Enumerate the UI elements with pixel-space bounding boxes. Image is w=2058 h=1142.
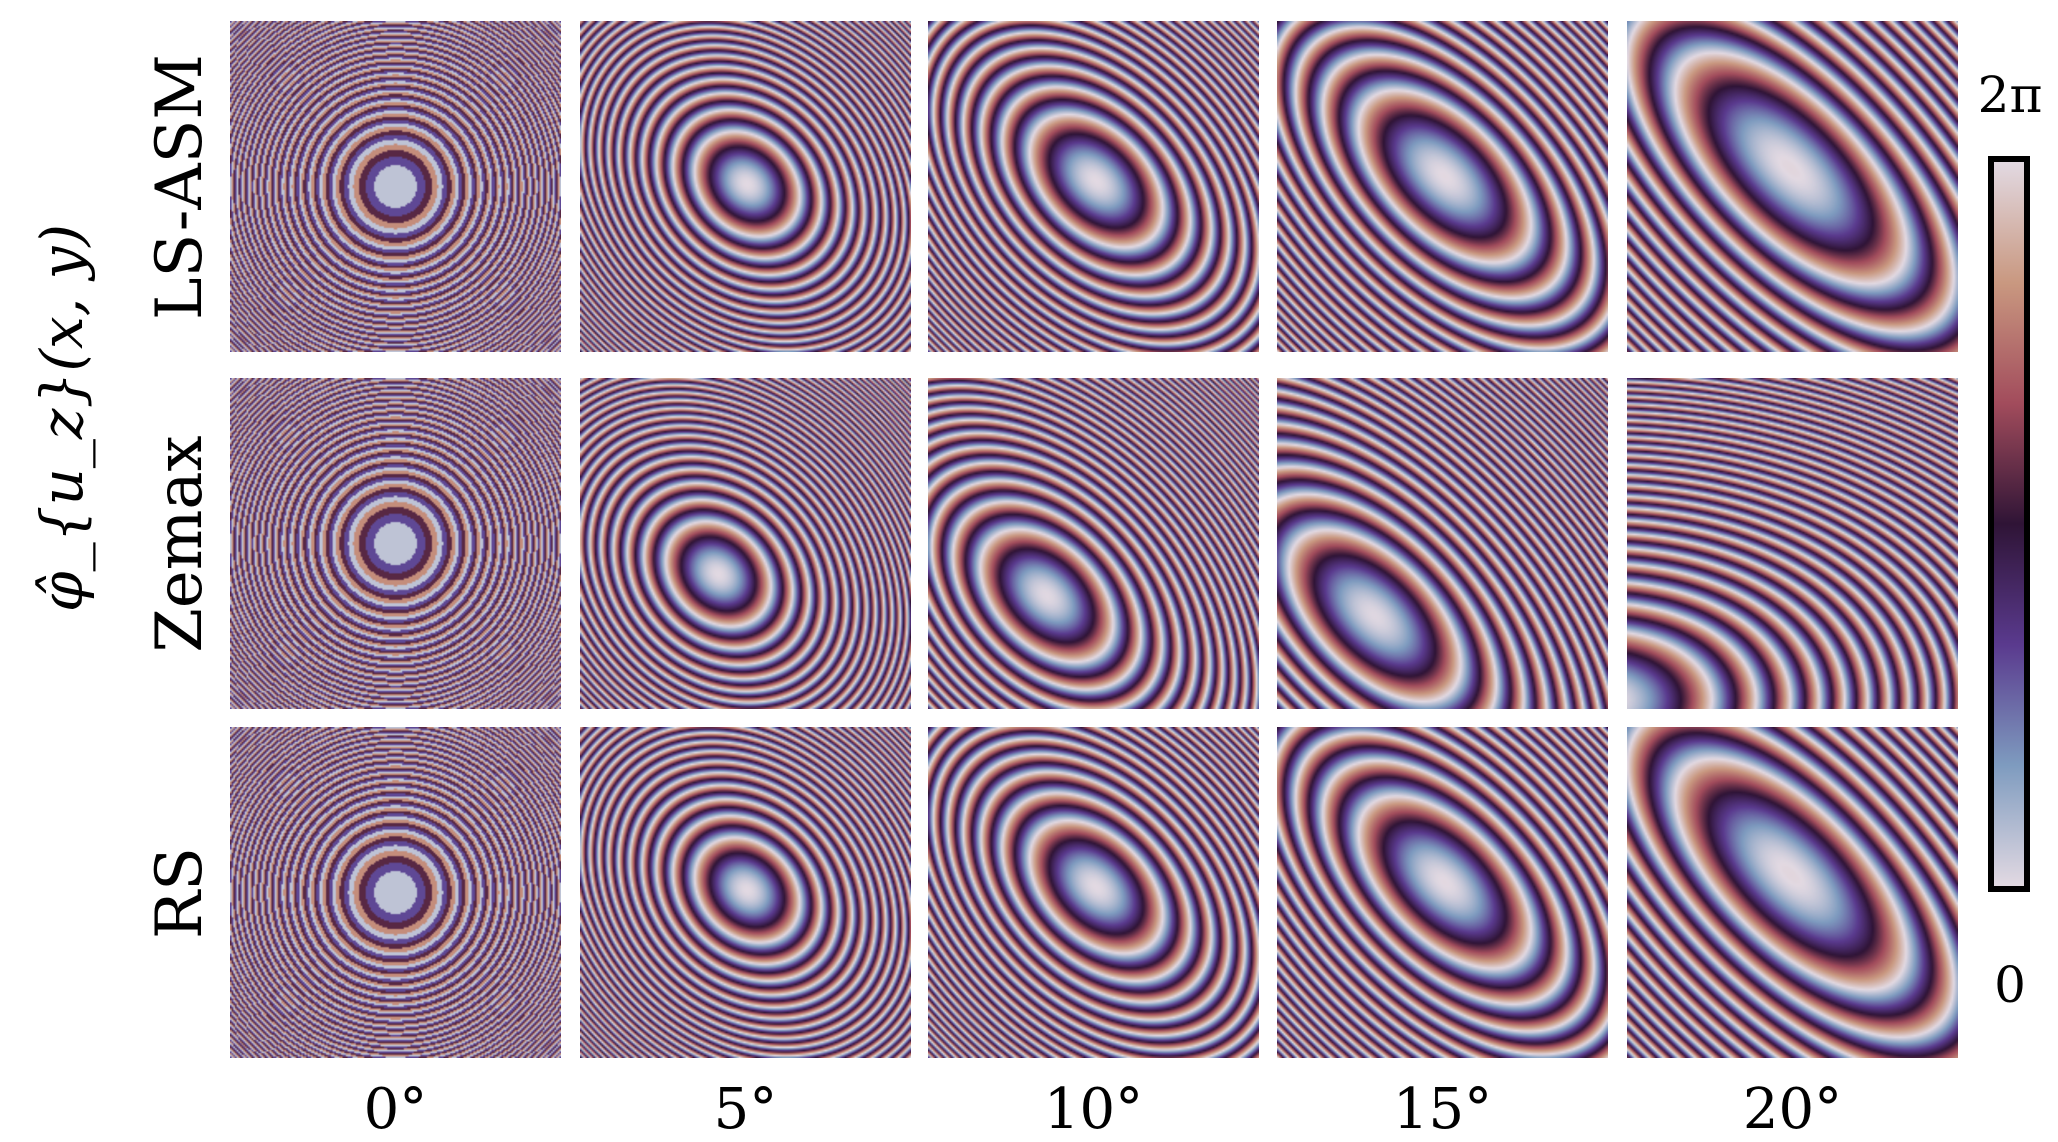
colorbar-max-label: 2π	[1977, 66, 2043, 124]
phase-panel-ls-asm-5deg	[580, 21, 911, 352]
phase-panel-ls-asm-0deg	[230, 21, 561, 352]
phase-map-zemax-0deg	[230, 378, 561, 709]
phase-map-rs-10deg	[928, 727, 1259, 1058]
phase-panel-rs-10deg	[928, 727, 1259, 1058]
phase-map-ls-asm-15deg	[1277, 21, 1608, 352]
phase-map-rs-0deg	[230, 727, 561, 1058]
angle-label-15: 15°	[1392, 1077, 1493, 1142]
angle-label-10: 10°	[1043, 1077, 1144, 1142]
phase-panel-zemax-20deg	[1627, 378, 1958, 709]
phase-map-ls-asm-10deg	[928, 21, 1259, 352]
angle-label-0: 0°	[363, 1077, 428, 1142]
phase-map-rs-15deg	[1277, 727, 1608, 1058]
phase-panel-zemax-0deg	[230, 378, 561, 709]
phase-map-zemax-5deg	[580, 378, 911, 709]
phase-map-rs-5deg	[580, 727, 911, 1058]
phase-panel-rs-20deg	[1627, 727, 1958, 1058]
phase-map-ls-asm-5deg	[580, 21, 911, 352]
y-axis-label: φ̂_{u_z}(x, y)	[28, 224, 96, 612]
phase-panel-zemax-5deg	[580, 378, 911, 709]
colorbar-min-label: 0	[1994, 956, 2026, 1014]
phase-panel-ls-asm-10deg	[928, 21, 1259, 352]
phase-panel-zemax-15deg	[1277, 378, 1608, 709]
row-label-zemax: Zemax	[143, 434, 217, 653]
phase-panel-zemax-10deg	[928, 378, 1259, 709]
phase-map-rs-20deg	[1627, 727, 1958, 1058]
row-label-rs: RS	[143, 846, 217, 939]
phase-map-ls-asm-0deg	[230, 21, 561, 352]
row-label-ls-asm: LS-ASM	[143, 53, 217, 320]
angle-label-5: 5°	[713, 1077, 778, 1142]
phase-panel-rs-15deg	[1277, 727, 1608, 1058]
phase-colorbar	[1988, 156, 2030, 892]
angle-label-20: 20°	[1742, 1077, 1843, 1142]
y-axis-label-text: φ̂_{u_z}(x, y)	[28, 224, 96, 612]
phase-map-ls-asm-20deg	[1627, 21, 1958, 352]
phase-panel-rs-0deg	[230, 727, 561, 1058]
phase-map-zemax-10deg	[928, 378, 1259, 709]
phase-panel-ls-asm-15deg	[1277, 21, 1608, 352]
phase-panel-rs-5deg	[580, 727, 911, 1058]
phase-map-zemax-15deg	[1277, 378, 1608, 709]
phase-map-zemax-20deg	[1627, 378, 1958, 709]
phase-panel-ls-asm-20deg	[1627, 21, 1958, 352]
